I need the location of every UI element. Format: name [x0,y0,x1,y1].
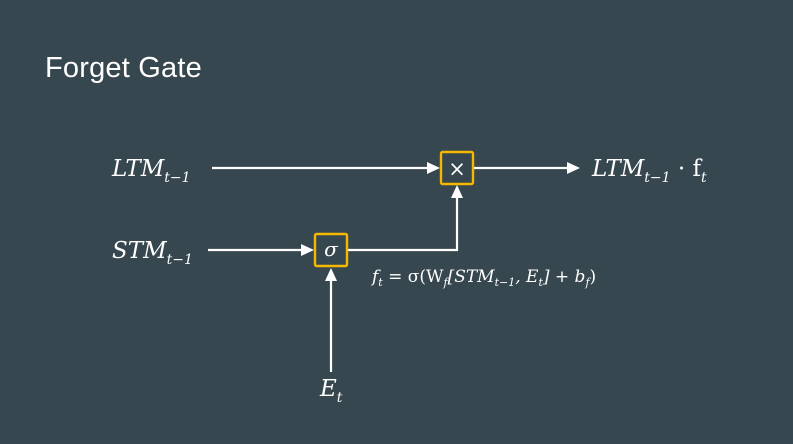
multiply-gate-symbol: × [448,157,466,181]
stm-input-arrowhead [301,244,314,256]
forget-factor-arrowhead [451,185,463,198]
ltm-output-label: LTMt−1 · ft [591,156,707,186]
forget-factor-wire [348,196,459,252]
event-input-label: Et [319,376,343,406]
event-input-arrowhead [325,268,337,281]
sigmoid-gate-symbol: σ [324,237,339,261]
forget-factor-formula: ft = σ(Wf[STMt−1, Et] + bf) [370,267,596,289]
slide-title: Forget Gate [45,52,202,84]
stm-input-label: STMt−1 [112,238,193,268]
sigmoid-gate: σ [313,232,349,268]
ltm-input-label: LTMt−1 [111,156,191,186]
multiply-gate: × [439,150,475,186]
ltm-input-arrowhead [427,162,440,174]
ltm-output-arrowhead [567,162,580,174]
